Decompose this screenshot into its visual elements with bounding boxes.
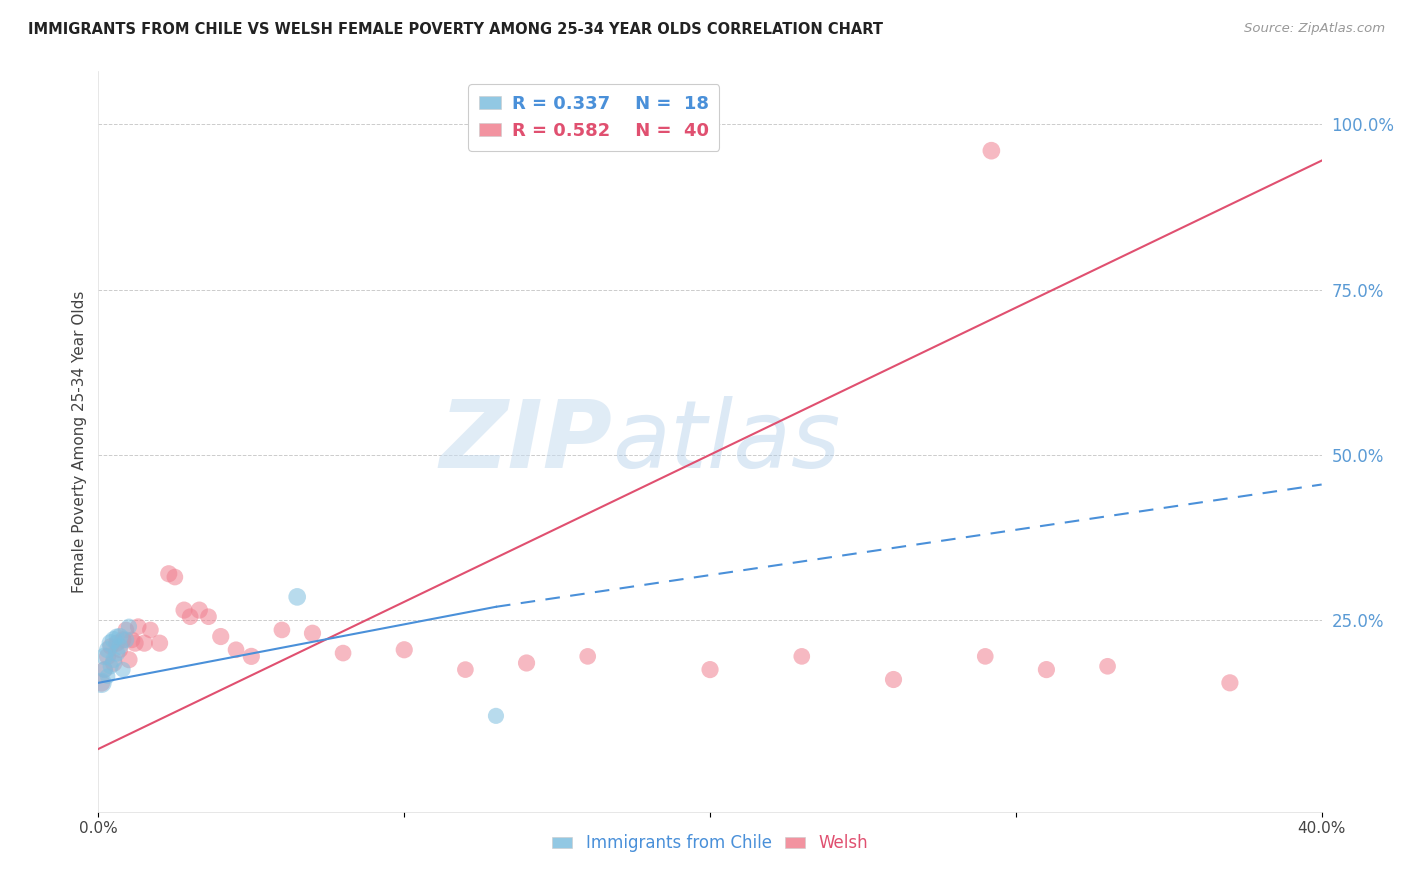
Point [980, 144, 1002, 158]
Point [270, 623, 292, 637]
Point [225, 642, 247, 657]
Point [118, 620, 141, 634]
Point [93, 663, 115, 677]
Text: ZIP: ZIP [439, 395, 612, 488]
Point [93, 663, 115, 677]
Point [1035, 663, 1057, 677]
Point [157, 566, 180, 581]
Point [111, 663, 134, 677]
Point [108, 630, 131, 644]
Point [115, 632, 138, 647]
Point [97, 649, 120, 664]
Point [1219, 675, 1241, 690]
Point [100, 636, 122, 650]
Point [173, 603, 195, 617]
Point [149, 636, 172, 650]
Point [454, 663, 477, 677]
Point [576, 649, 599, 664]
Point [974, 649, 997, 664]
Point [240, 649, 263, 664]
Point [100, 659, 122, 673]
Text: atlas: atlas [612, 396, 841, 487]
Point [105, 636, 128, 650]
Point [90, 675, 112, 690]
Text: IMMIGRANTS FROM CHILE VS WELSH FEMALE POVERTY AMONG 25-34 YEAR OLDS CORRELATION : IMMIGRANTS FROM CHILE VS WELSH FEMALE PO… [28, 22, 883, 37]
Point [105, 646, 128, 660]
Point [197, 609, 219, 624]
Point [790, 649, 813, 664]
Point [188, 603, 211, 617]
Point [103, 656, 125, 670]
Point [699, 663, 721, 677]
Legend: Immigrants from Chile, Welsh: Immigrants from Chile, Welsh [546, 828, 875, 859]
Y-axis label: Female Poverty Among 25-34 Year Olds: Female Poverty Among 25-34 Year Olds [72, 291, 87, 592]
Point [103, 632, 125, 647]
Point [103, 653, 125, 667]
Point [118, 653, 141, 667]
Point [93, 649, 115, 664]
Point [179, 609, 201, 624]
Point [516, 656, 538, 670]
Point [163, 570, 186, 584]
Point [134, 636, 156, 650]
Point [100, 640, 122, 654]
Point [97, 669, 120, 683]
Point [121, 632, 143, 647]
Point [90, 675, 112, 690]
Point [115, 623, 138, 637]
Point [97, 642, 120, 657]
Point [332, 646, 354, 660]
Point [108, 642, 131, 657]
Point [209, 630, 232, 644]
Point [139, 623, 162, 637]
Point [285, 590, 308, 604]
Point [392, 642, 416, 657]
Point [1097, 659, 1119, 673]
Point [105, 630, 128, 644]
Point [485, 709, 508, 723]
Point [124, 636, 146, 650]
Point [883, 673, 905, 687]
Text: Source: ZipAtlas.com: Source: ZipAtlas.com [1244, 22, 1385, 36]
Point [111, 632, 134, 647]
Point [108, 640, 131, 654]
Point [301, 626, 323, 640]
Point [127, 620, 149, 634]
